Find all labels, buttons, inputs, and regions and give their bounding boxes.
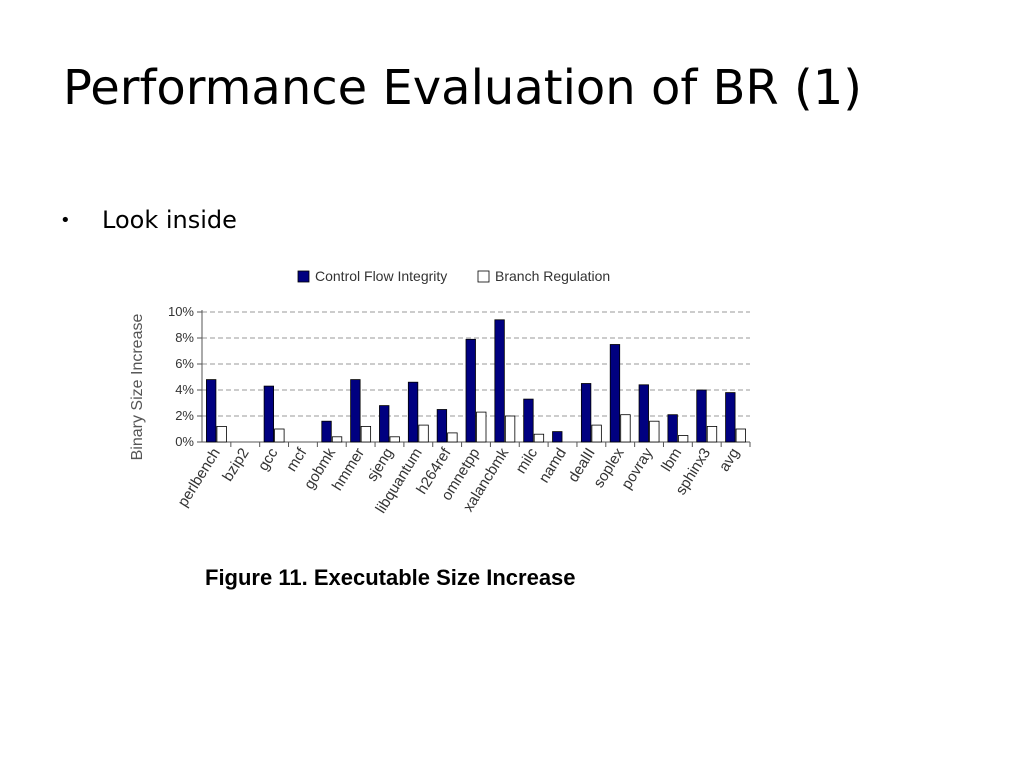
bar-cfi (350, 379, 361, 443)
bar-cfi (609, 344, 621, 443)
x-tick-label: mcf (283, 444, 311, 474)
bullet-dot-icon: • (60, 209, 71, 231)
bar-br (447, 432, 458, 443)
x-tick-label: avg (716, 445, 743, 475)
bar-br (504, 415, 516, 443)
y-axis-label: Binary Size Increase (129, 314, 146, 461)
bar-br (706, 425, 718, 443)
y-tick-label: 2% (175, 408, 194, 423)
legend-label: Branch Regulation (495, 268, 610, 284)
chart-figure: 0% 2% 4% 6% 8% 10% Binary Size Increase perlben… (120, 262, 760, 592)
slide-title: Performance Evaluation of BR (1) (63, 60, 863, 116)
bar-cfi (552, 431, 563, 443)
bar-cfi (523, 398, 534, 443)
bar-chart: 0% 2% 4% 6% 8% 10% Binary Size Increase perlben… (129, 268, 751, 590)
bar-br (331, 436, 343, 443)
y-tick-label: 6% (175, 356, 194, 371)
bullet-list: • Look inside (60, 206, 237, 234)
x-tick-label: namd (536, 445, 570, 486)
bar-br (476, 411, 487, 443)
bar-cfi (465, 338, 476, 443)
x-tick-label: lbm (658, 445, 685, 475)
bullet-item: • Look inside (60, 206, 237, 234)
x-tick-label: milc (513, 445, 542, 477)
bar-cfi (667, 414, 678, 443)
bar-br (591, 424, 602, 443)
bar-cfi (263, 385, 275, 443)
bar-cfi (436, 409, 448, 443)
figure-caption: Figure 11. Executable Size Increase (205, 565, 576, 590)
bar-br (649, 420, 660, 443)
bar-cfi (321, 420, 332, 443)
bullet-text: Look inside (102, 206, 237, 234)
legend-swatch (297, 270, 310, 283)
bar-br (677, 435, 689, 443)
bar-br (620, 414, 631, 443)
bar-cfi (407, 381, 419, 443)
legend-swatch (477, 270, 490, 283)
y-tick-label: 4% (175, 382, 194, 397)
x-tick-label: bzip2 (219, 445, 252, 484)
bar-br (533, 433, 545, 443)
x-tick-label: perlbench (174, 445, 223, 510)
x-tick-label: gcc (255, 445, 282, 474)
bar-br (389, 436, 400, 443)
bar-cfi (206, 379, 217, 443)
bar-cfi (379, 405, 390, 443)
bar-br (735, 428, 746, 443)
bar-br (274, 428, 285, 443)
bar-br (360, 425, 372, 443)
bar-cfi (696, 389, 707, 443)
y-tick-label: 0% (175, 434, 194, 449)
y-tick-label: 8% (175, 330, 194, 345)
bar-br (418, 424, 429, 443)
y-tick-label: 10% (168, 304, 194, 319)
bar-br (216, 425, 227, 443)
legend-label: Control Flow Integrity (315, 268, 447, 284)
bar-cfi (638, 384, 649, 443)
bar-cfi (580, 383, 592, 443)
bar-cfi (725, 392, 736, 443)
bar-cfi (494, 319, 505, 443)
